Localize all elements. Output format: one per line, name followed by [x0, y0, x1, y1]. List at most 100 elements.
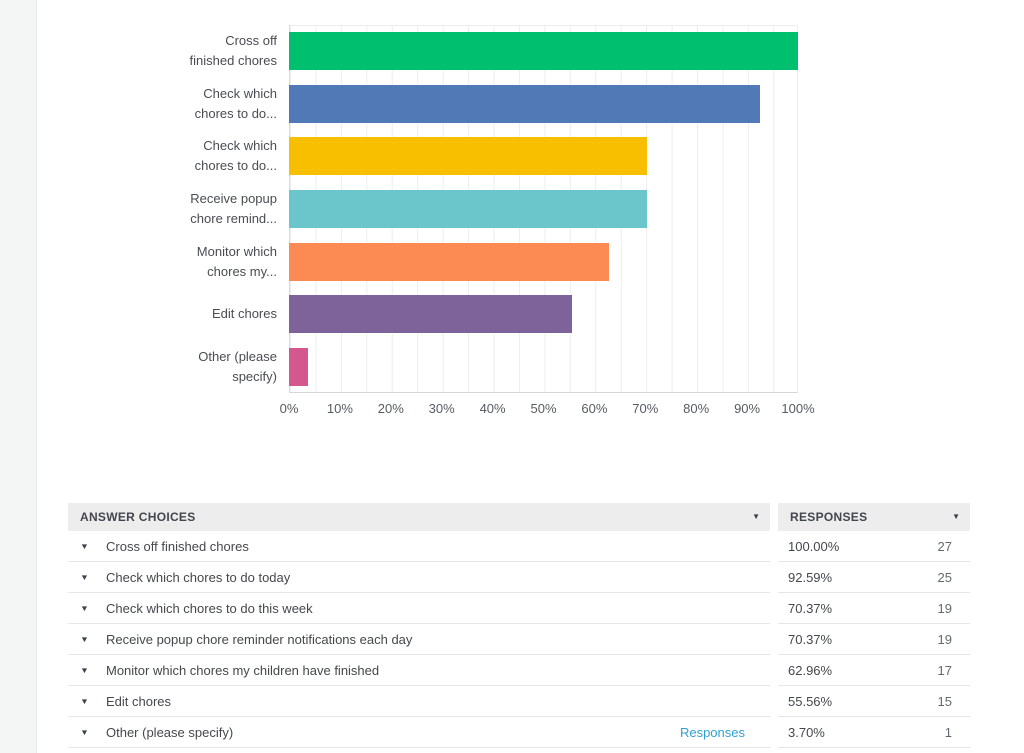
responses-sort-caret-icon[interactable]: ▼: [952, 512, 960, 521]
x-axis: 0% 10% 20% 30% 40% 50% 60% 70% 80% 90% 100%: [280, 401, 815, 419]
responses-link[interactable]: Responses: [679, 724, 745, 740]
bar[interactable]: [289, 295, 572, 334]
bar-row: Check which chores to do...: [129, 78, 798, 131]
responses-cell: 100.00% 27: [778, 531, 970, 562]
table-row: ▼ Receive popup chore reminder notificati…: [68, 624, 970, 655]
bar-category-label: Other (please specify): [129, 347, 289, 387]
response-percent: 70.37%: [788, 631, 833, 647]
results-table: ANSWER CHOICES ▼ RESPONSES ▼ ▼ Cross off …: [68, 503, 970, 748]
table-row: ▼ Check which chores to do today 92.59% 25: [68, 562, 970, 593]
x-axis-tick-label: 0%: [279, 401, 299, 416]
row-column-gap: [770, 562, 778, 593]
bar-row: Check which chores to do...: [129, 130, 798, 183]
bar-category-label-line: Edit chores: [211, 306, 277, 322]
row-column-gap: [770, 686, 778, 717]
responses-header-label: RESPONSES: [790, 510, 868, 524]
answer-cell: ▼ Receive popup chore reminder notificati…: [68, 624, 770, 655]
bar-category-label-line: Check which: [203, 138, 277, 154]
row-column-gap: [770, 717, 778, 748]
response-count: 19: [937, 631, 952, 647]
bar-category-label-line: Cross off: [225, 33, 277, 49]
bar[interactable]: [289, 242, 610, 281]
bar-category-label-line: Check which: [203, 85, 277, 101]
x-axis-tick-label: 100%: [781, 401, 815, 416]
bar-category-label: Check which chores to do...: [129, 84, 289, 124]
table-row: ▼ Cross off finished chores 100.00% 27: [68, 531, 970, 562]
bar[interactable]: [289, 190, 648, 229]
x-axis-tick-label: 80%: [683, 401, 710, 416]
responses-cell: 70.37% 19: [778, 624, 970, 655]
response-percent: 3.70%: [788, 724, 825, 740]
bar[interactable]: [289, 347, 308, 386]
bar-row: Cross off finished chores: [129, 25, 798, 78]
table-row: ▼ Check which chores to do this week 70.37…: [68, 593, 970, 624]
answer-cell: ▼ Cross off finished chores: [68, 531, 770, 562]
bar-track: [289, 190, 798, 229]
responses-cell: 55.56% 15: [778, 686, 970, 717]
answer-choice-label: Check which chores to do today: [106, 569, 291, 585]
table-row: ▼ Monitor which chores my children have f…: [68, 655, 970, 686]
response-count: 15: [937, 693, 952, 709]
left-gutter-strip: [0, 0, 37, 753]
response-count: 17: [937, 662, 952, 678]
bar-category-label-line: Other (please: [198, 348, 277, 364]
answer-choices-header-cell: ANSWER CHOICES ▼: [68, 503, 770, 531]
table-row: ▼ Other (please specify) Responses 3.70% 1: [68, 717, 970, 748]
answer-choice-label: Check which chores to do this week: [106, 600, 313, 616]
answer-choices-sort-caret-icon[interactable]: ▼: [752, 512, 760, 521]
response-count: 1: [944, 724, 952, 740]
response-percent: 70.37%: [788, 600, 833, 616]
x-axis-tick-label: 50%: [530, 401, 557, 416]
bar-category-label-line: Receive popup: [190, 191, 277, 207]
expand-caret-icon[interactable]: ▼: [80, 696, 89, 706]
bar[interactable]: [289, 84, 761, 123]
expand-caret-icon[interactable]: ▼: [80, 603, 89, 613]
expand-caret-icon[interactable]: ▼: [80, 665, 89, 675]
bar-category-label: Edit chores: [129, 304, 289, 324]
bar-category-label-line: chores to do...: [194, 105, 277, 121]
bar-category-label: Receive popup chore remind...: [129, 189, 289, 229]
x-axis-tick-label: 90%: [734, 401, 761, 416]
responses-cell: 70.37% 19: [778, 593, 970, 624]
response-percent: 92.59%: [788, 569, 833, 585]
row-column-gap: [770, 624, 778, 655]
answer-choices-header-label: ANSWER CHOICES: [80, 510, 196, 524]
response-percent: 100.00%: [788, 538, 840, 554]
expand-caret-icon[interactable]: ▼: [80, 541, 89, 551]
x-axis-tick-label: 40%: [479, 401, 506, 416]
answer-cell: ▼ Check which chores to do today: [68, 562, 770, 593]
x-axis-tick-label: 60%: [581, 401, 608, 416]
bar-track: [289, 137, 798, 176]
expand-caret-icon[interactable]: ▼: [80, 727, 89, 737]
responses-header-cell: RESPONSES ▼: [778, 503, 970, 531]
row-column-gap: [770, 593, 778, 624]
answer-choice-label: Cross off finished chores: [106, 538, 249, 554]
response-percent: 62.96%: [788, 662, 833, 678]
table-body: ▼ Cross off finished chores 100.00% 27 ▼ Chec…: [68, 531, 970, 748]
bar-category-label-line: finished chores: [189, 53, 277, 69]
x-axis-tick-label: 70%: [632, 401, 659, 416]
bar-category-label: Check which chores to do...: [129, 136, 289, 176]
response-count: 19: [937, 600, 952, 616]
header-column-gap: [770, 503, 778, 531]
x-axis-tick-label: 30%: [428, 401, 455, 416]
response-count: 25: [937, 569, 952, 585]
bar[interactable]: [289, 137, 648, 176]
bar-category-label-line: chore remind...: [190, 211, 277, 227]
answer-choice-label: Edit chores: [106, 693, 172, 709]
row-column-gap: [770, 655, 778, 686]
responses-cell: 3.70% 1: [778, 717, 970, 748]
bar-track: [289, 84, 798, 123]
response-count: 27: [937, 538, 952, 554]
bar-category-label: Cross off finished chores: [129, 31, 289, 71]
bar-track: [289, 32, 798, 71]
bar-row: Receive popup chore remind...: [129, 183, 798, 236]
bar[interactable]: [289, 32, 798, 71]
bar-category-label-line: specify): [232, 368, 277, 384]
bar-track: [289, 295, 798, 334]
row-column-gap: [770, 531, 778, 562]
response-percent: 55.56%: [788, 693, 833, 709]
expand-caret-icon[interactable]: ▼: [80, 572, 89, 582]
bar-category-label: Monitor which chores my...: [129, 242, 289, 282]
expand-caret-icon[interactable]: ▼: [80, 634, 89, 644]
